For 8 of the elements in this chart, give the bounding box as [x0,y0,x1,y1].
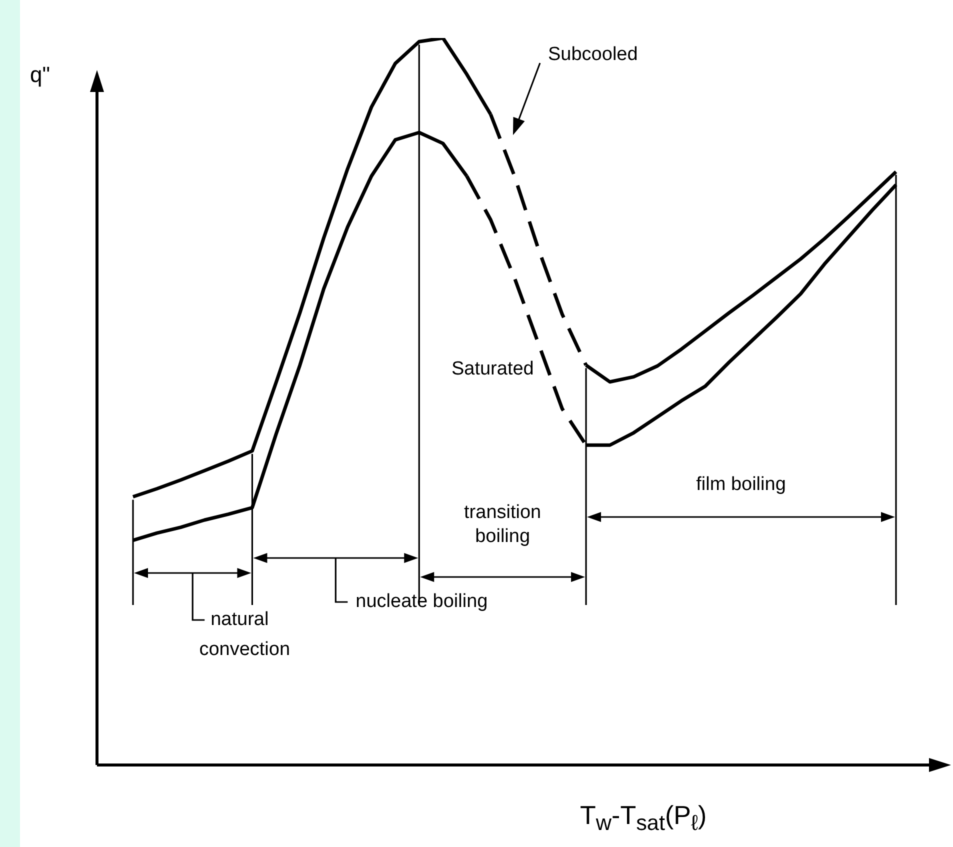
text: Subcooled [548,44,638,66]
y-axis-title: q" [30,62,50,88]
annotation: nucleate boiling [356,591,488,612]
annotation: film boiling [696,474,786,496]
annotation: natural convection [199,609,290,660]
x-axis-title: T$_{w}$-T$_{sat}$(P$_{ℓ}$) [580,800,707,836]
annotation: transition boiling [464,502,542,548]
series-label: Saturated [451,358,534,380]
